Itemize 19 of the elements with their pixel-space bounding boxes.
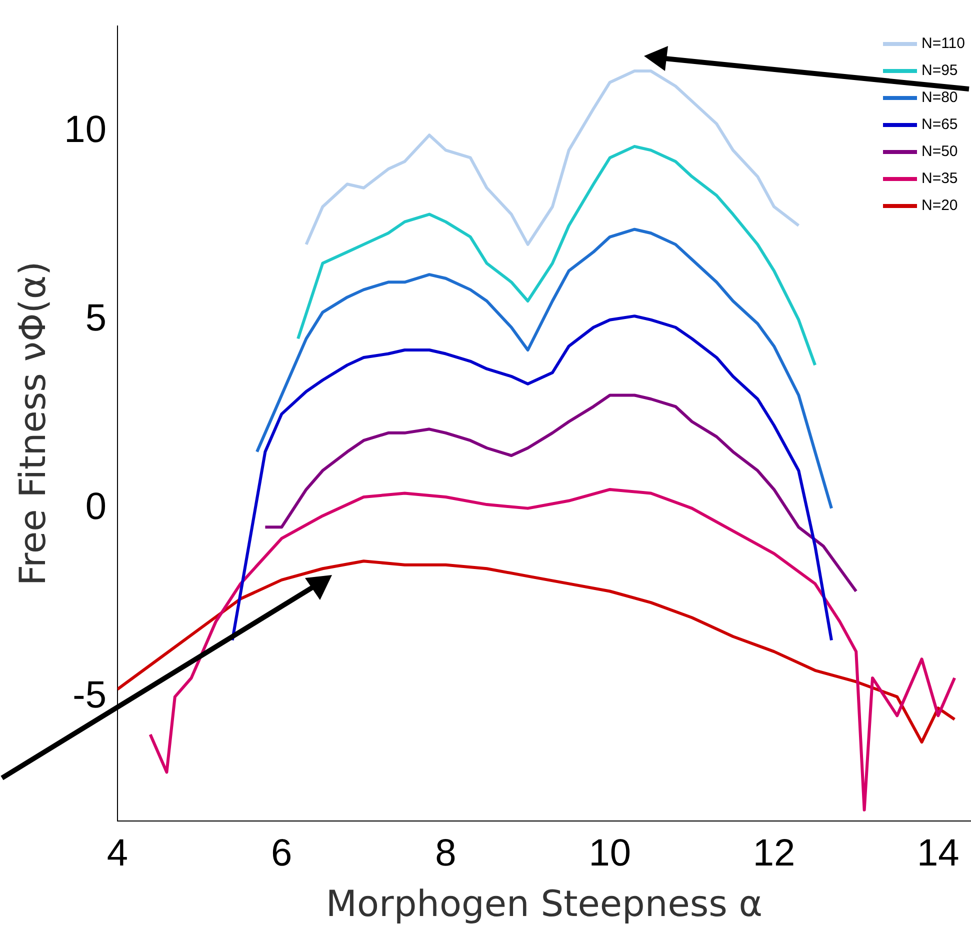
legend-label: N=20 (921, 196, 958, 216)
x-tick-label: 4 (106, 832, 128, 874)
x-tick-label: 8 (435, 832, 456, 874)
x-tick-label: 6 (271, 832, 292, 874)
x-tick-label: 10 (588, 832, 632, 874)
y-tick-label: 10 (64, 108, 106, 151)
x-tick-label: 14 (917, 832, 960, 874)
y-tick-label: -5 (72, 674, 106, 716)
legend-label: N=65 (921, 115, 958, 135)
legend-label: N=50 (921, 142, 958, 162)
legend-label: N=80 (921, 88, 958, 108)
y-tick-label: 5 (85, 297, 106, 340)
legend-label: N=110 (921, 34, 965, 54)
y-axis-title: Free Fitness νΦ(α) (12, 261, 54, 586)
legend-label: N=35 (921, 169, 958, 189)
legend-label: N=95 (921, 61, 958, 81)
y-tick-label: 0 (85, 486, 106, 528)
x-axis-title: Morphogen Steepness α (326, 884, 763, 925)
x-tick-label: 12 (752, 832, 796, 874)
